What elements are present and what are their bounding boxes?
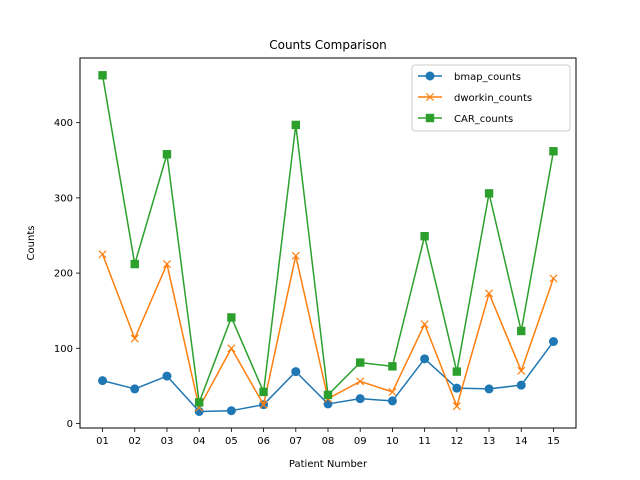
x-tick-label: 12 bbox=[450, 436, 463, 447]
y-tick-label: 100 bbox=[54, 344, 73, 355]
legend-label: CAR_counts bbox=[454, 114, 513, 125]
data-point bbox=[452, 402, 461, 411]
x-tick-label: 06 bbox=[257, 436, 270, 447]
x-tick-label: 13 bbox=[483, 436, 496, 447]
data-point bbox=[227, 344, 236, 353]
chart-title: Counts Comparison bbox=[269, 38, 387, 52]
data-point bbox=[420, 232, 429, 241]
data-point bbox=[356, 358, 365, 367]
data-point bbox=[484, 189, 494, 198]
data-point bbox=[388, 387, 397, 396]
data-point bbox=[323, 399, 333, 409]
data-point bbox=[387, 396, 397, 406]
legend-label: bmap_counts bbox=[454, 72, 521, 83]
data-point bbox=[98, 71, 107, 80]
y-tick-label: 0 bbox=[67, 419, 73, 430]
series-car-counts bbox=[98, 71, 558, 407]
x-tick-label: 08 bbox=[322, 436, 335, 447]
data-point bbox=[516, 380, 526, 390]
legend-item: bmap_counts bbox=[418, 71, 521, 83]
x-tick-label: 14 bbox=[515, 436, 528, 447]
data-point bbox=[549, 147, 558, 156]
data-point bbox=[227, 313, 236, 322]
data-point bbox=[98, 376, 108, 386]
data-point bbox=[420, 354, 430, 364]
legend-item: CAR_counts bbox=[418, 113, 513, 125]
data-point bbox=[452, 383, 462, 393]
x-tick-label: 07 bbox=[289, 436, 302, 447]
legend-marker bbox=[425, 71, 435, 81]
data-point bbox=[194, 398, 204, 407]
data-point bbox=[517, 326, 526, 336]
x-tick-label: 10 bbox=[386, 436, 399, 447]
series-bmap-counts bbox=[98, 337, 558, 416]
series-layer bbox=[98, 71, 558, 416]
data-point bbox=[420, 320, 429, 329]
x-tick-label: 09 bbox=[354, 436, 367, 447]
data-point bbox=[323, 390, 333, 400]
legend-item: dworkin_counts bbox=[418, 92, 532, 104]
y-axis: 0 100 200 300 400 bbox=[54, 118, 80, 430]
data-point bbox=[485, 289, 494, 298]
data-point bbox=[484, 384, 494, 394]
x-tick-label: 01 bbox=[96, 436, 109, 447]
data-point bbox=[130, 259, 139, 269]
data-point bbox=[356, 377, 365, 386]
data-point bbox=[388, 362, 397, 371]
x-tick-label: 15 bbox=[547, 436, 560, 447]
legend: bmap_counts dworkin_counts CAR_counts bbox=[411, 64, 571, 132]
legend-marker bbox=[425, 113, 435, 123]
data-point bbox=[548, 337, 558, 347]
data-point bbox=[291, 120, 300, 130]
data-point bbox=[291, 367, 301, 377]
y-tick-label: 300 bbox=[54, 193, 73, 204]
data-point bbox=[549, 274, 558, 283]
data-point bbox=[517, 366, 526, 375]
data-point bbox=[259, 400, 268, 409]
data-point bbox=[162, 371, 172, 381]
legend-label: dworkin_counts bbox=[454, 93, 532, 104]
y-tick-label: 200 bbox=[54, 269, 73, 280]
data-point bbox=[194, 406, 204, 416]
legend-box bbox=[411, 64, 571, 132]
legend-marker bbox=[425, 92, 435, 102]
data-point bbox=[130, 384, 140, 394]
x-axis: 01 02 03 04 05 06 07 08 09 10 11 12 13 14 15 bbox=[96, 428, 560, 447]
x-tick-label: 05 bbox=[225, 436, 238, 447]
data-point bbox=[162, 260, 171, 269]
data-point bbox=[130, 334, 139, 343]
data-point bbox=[226, 406, 236, 416]
data-point bbox=[355, 394, 365, 404]
data-point bbox=[259, 387, 268, 397]
data-point bbox=[98, 250, 107, 259]
x-tick-label: 03 bbox=[161, 436, 174, 447]
data-point bbox=[452, 367, 462, 376]
x-tick-label: 02 bbox=[128, 436, 141, 447]
y-tick-label: 400 bbox=[54, 118, 73, 129]
x-axis-label: Patient Number bbox=[289, 459, 368, 470]
x-tick-label: 11 bbox=[418, 436, 431, 447]
y-axis-label: Counts bbox=[26, 226, 37, 261]
data-point bbox=[291, 251, 300, 260]
x-tick-label: 04 bbox=[193, 436, 206, 447]
data-point bbox=[162, 150, 172, 159]
